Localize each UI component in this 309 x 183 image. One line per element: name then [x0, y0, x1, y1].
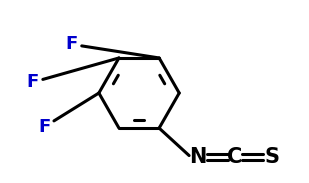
Text: F: F: [65, 35, 77, 53]
Text: S: S: [265, 147, 279, 167]
Text: C: C: [227, 147, 243, 167]
Text: F: F: [39, 117, 51, 136]
Text: F: F: [26, 73, 39, 91]
Text: N: N: [189, 147, 206, 167]
